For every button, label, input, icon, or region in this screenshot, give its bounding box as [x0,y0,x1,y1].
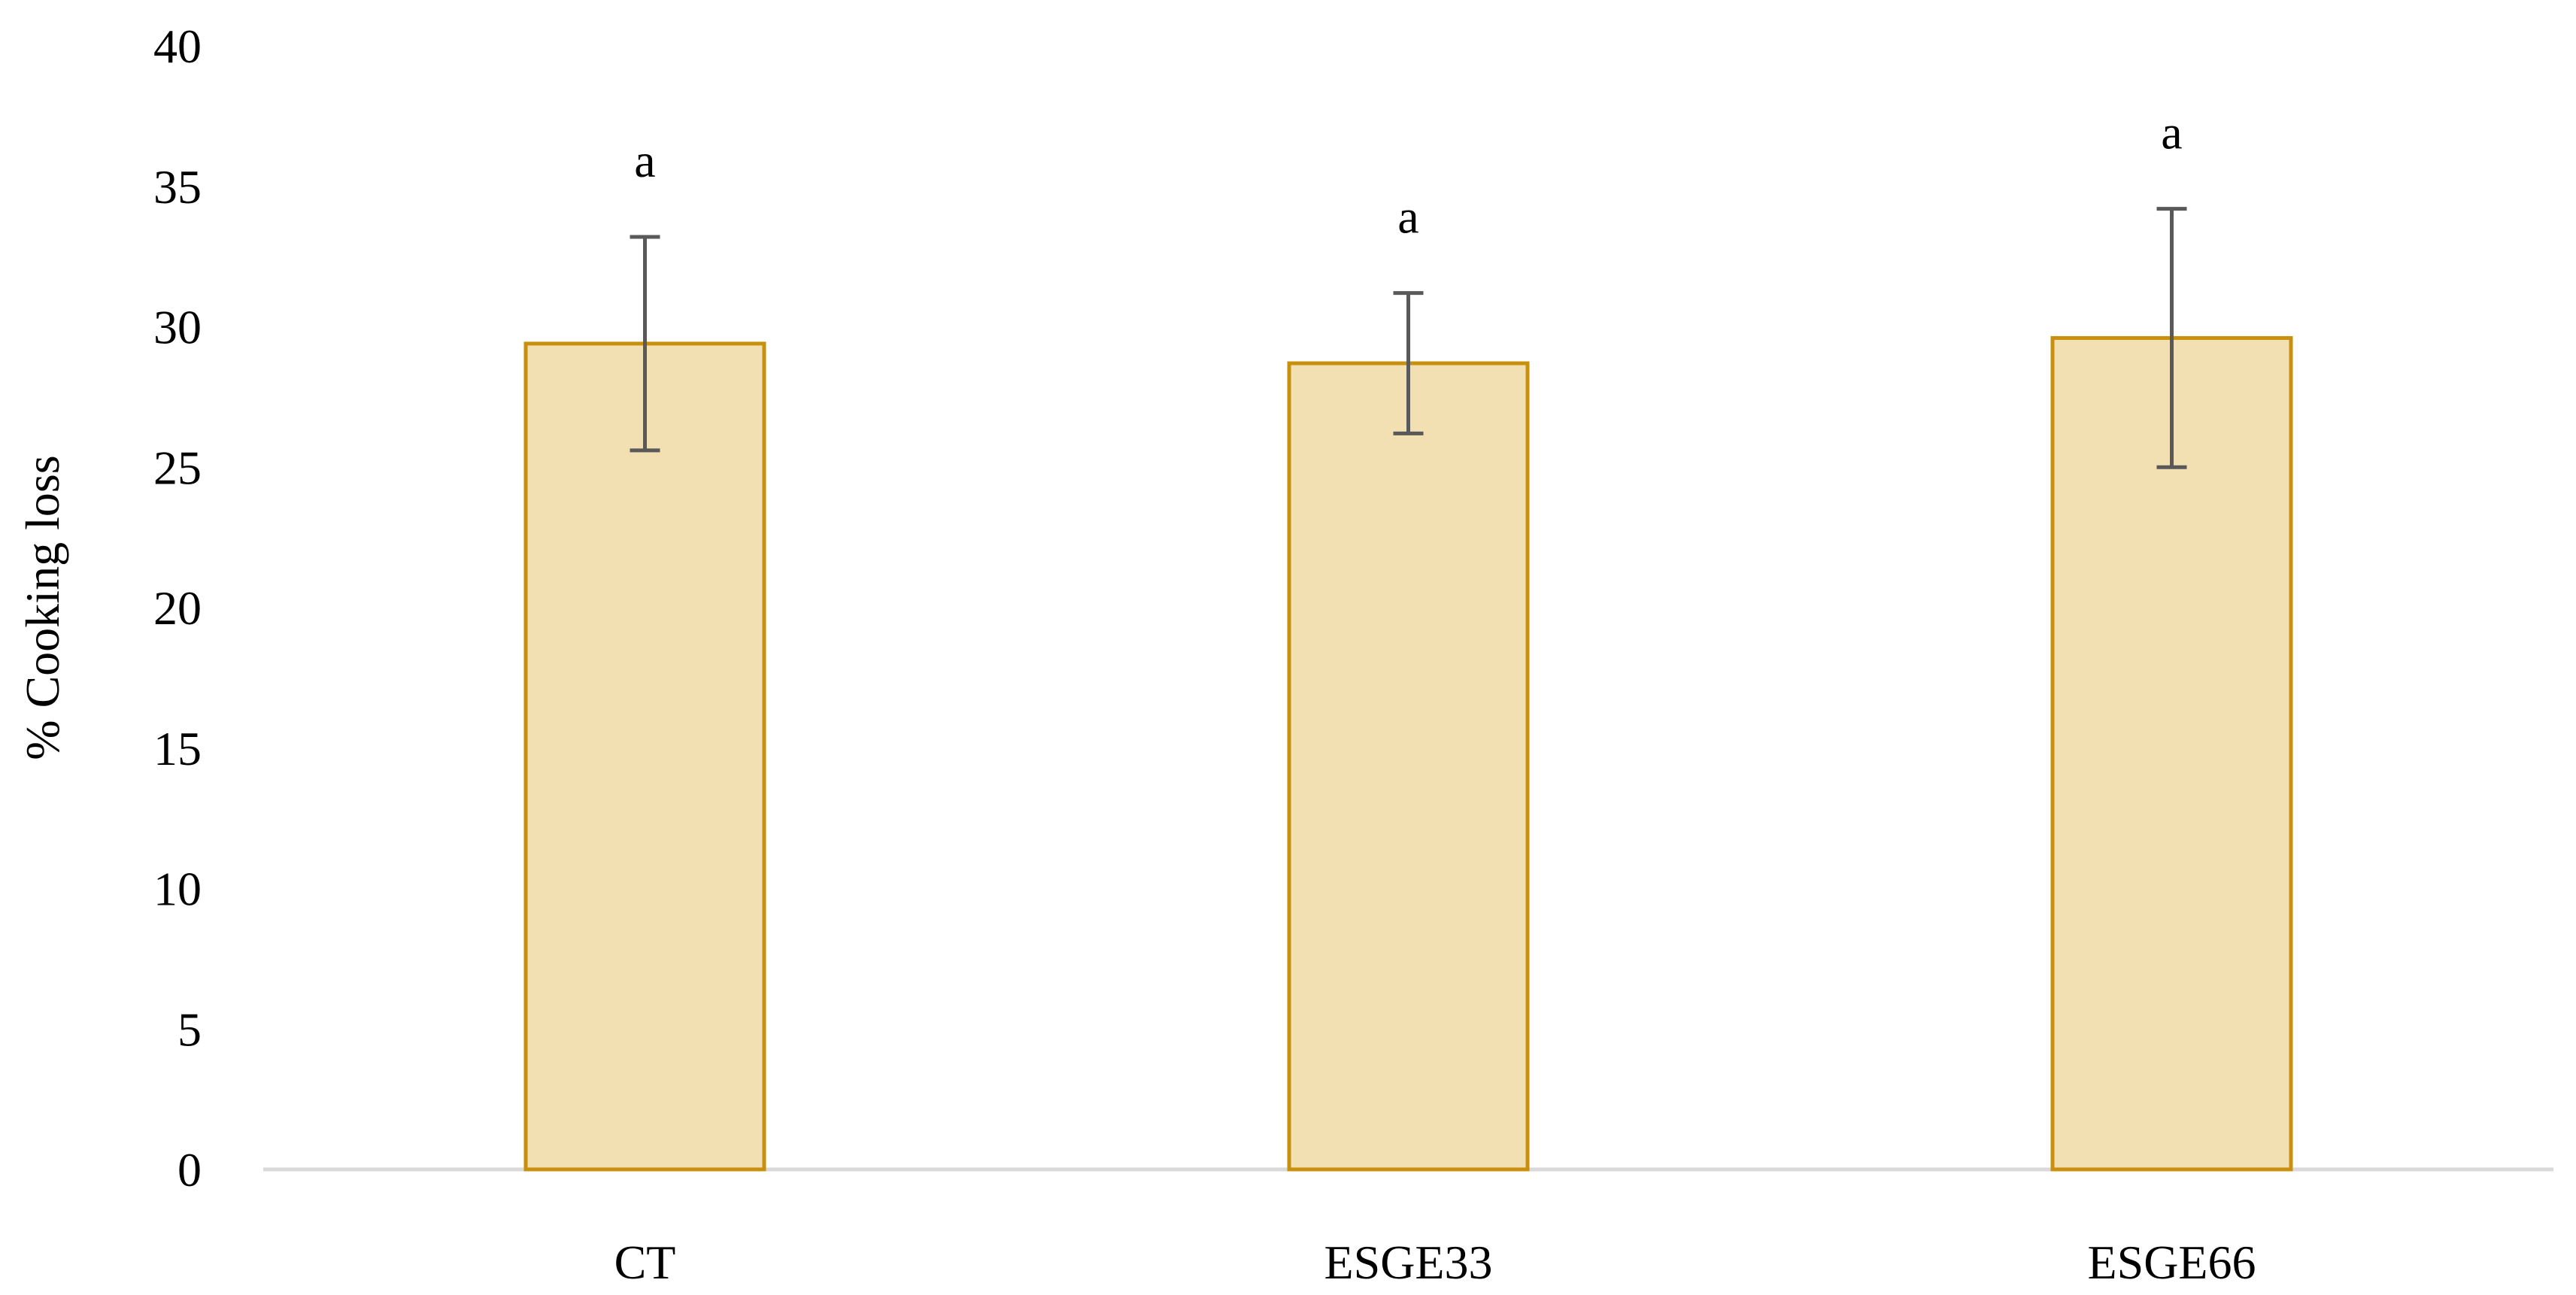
y-tick-label: 15 [153,722,202,775]
error-bar [2156,207,2187,469]
category-label: CT [614,1236,676,1289]
bar [1287,361,1530,1172]
category-label: ESGE33 [1324,1236,1493,1289]
y-tick-label: 40 [153,20,202,73]
bar [523,341,766,1172]
y-axis-ticks: 0 5 10 15 20 25 30 35 40 [153,20,202,1196]
y-tick-label: 20 [153,581,202,635]
y-tick-label: 0 [177,1143,202,1196]
y-axis-title: % Cooking loss [16,455,69,760]
y-tick-label: 35 [153,160,202,214]
significance-label: a [2161,106,2182,159]
y-tick-label: 5 [177,1002,202,1056]
significance-label: a [1397,190,1418,244]
error-bars [630,207,2187,469]
category-label: ESGE66 [2088,1236,2256,1289]
category-labels: CT ESGE33 ESGE66 [614,1236,2256,1289]
bars [523,335,2293,1172]
error-bar [1393,291,1424,435]
bar [2050,335,2293,1172]
y-tick-label: 30 [153,301,202,354]
error-bar [630,235,660,453]
significance-labels: a a a [634,106,2182,244]
significance-label: a [634,134,655,187]
y-tick-label: 25 [153,441,202,494]
y-tick-label: 10 [153,863,202,916]
